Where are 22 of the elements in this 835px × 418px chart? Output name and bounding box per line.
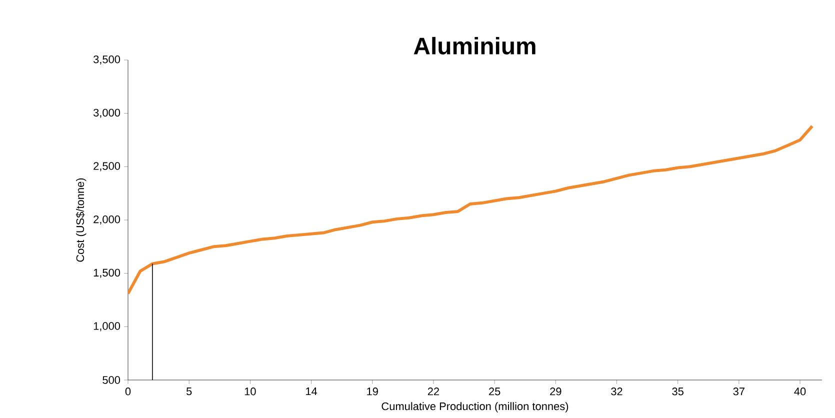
x-tick-label: 35 (672, 388, 684, 396)
x-tick-label: 19 (367, 388, 378, 396)
y-tick-label: 2,500 (94, 162, 120, 172)
x-tick-label: 22 (428, 388, 440, 396)
x-tick-label: 0 (125, 388, 131, 396)
y-tick-label: 2,000 (94, 215, 120, 225)
x-axis-title: Cumulative Production (million tonnes) (382, 402, 568, 412)
x-tick-label: 14 (306, 388, 318, 396)
chart-title: Aluminium (414, 36, 536, 54)
y-tick-label: 3,500 (93, 55, 120, 65)
x-tick-label: 10 (244, 388, 256, 396)
y-tick-label: 1,500 (94, 268, 120, 278)
y-tick-label: 3,000 (93, 108, 120, 118)
x-tick-label: 25 (489, 388, 500, 396)
y-tick-label: 500 (102, 376, 120, 384)
y-axis-title: Cost (US$/tonne) (76, 178, 86, 262)
x-tick-label: 5 (186, 388, 192, 396)
y-tick-label: 1,000 (94, 322, 120, 332)
x-tick-label: 40 (794, 388, 806, 396)
x-tick-label: 32 (611, 388, 622, 396)
x-tick-label: 29 (550, 388, 562, 396)
x-tick-label: 37 (733, 388, 744, 396)
